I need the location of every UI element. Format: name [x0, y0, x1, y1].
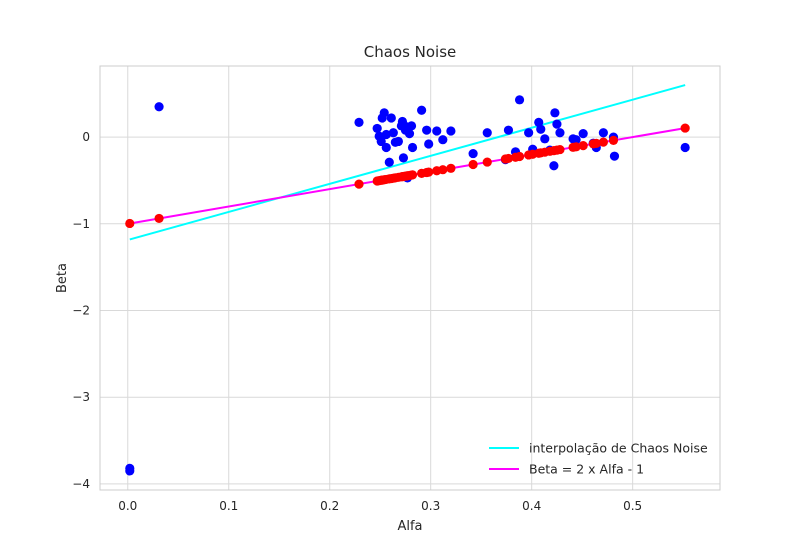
legend-label: interpolação de Chaos Noise — [529, 441, 708, 456]
plot-frame — [99, 65, 721, 491]
observed-point — [386, 113, 396, 123]
observed-point — [550, 108, 560, 118]
observed-point — [549, 161, 559, 171]
x-tick-label: 0.5 — [623, 499, 642, 513]
observed-point — [393, 136, 403, 147]
predicted-point — [446, 163, 456, 173]
predicted-point — [514, 151, 525, 162]
observed-point — [555, 128, 565, 138]
observed-point — [407, 142, 418, 153]
observed-point — [354, 117, 364, 127]
predicted-point — [407, 170, 418, 180]
observed-point — [154, 102, 164, 112]
observed-point — [578, 129, 588, 139]
x-tick-label: 0.4 — [522, 499, 541, 513]
observed-point — [598, 128, 608, 138]
observed-point — [125, 466, 135, 476]
y-tick-label: −4 — [72, 477, 90, 491]
observed-point — [609, 151, 620, 161]
x-tick-label: 0.0 — [118, 499, 137, 513]
observed-point — [536, 124, 546, 134]
predicted-point — [438, 165, 448, 175]
predicted-point — [354, 179, 364, 189]
observed-point — [381, 129, 391, 140]
observed-point — [422, 125, 432, 135]
observed-point — [514, 95, 525, 105]
observed-point — [468, 148, 478, 159]
observed-point — [424, 139, 434, 149]
predicted-point — [154, 213, 164, 224]
observed-point — [680, 142, 690, 153]
observed-point — [372, 123, 382, 134]
observed-point — [379, 108, 389, 118]
predicted-point — [555, 144, 565, 155]
y-tick-label: −3 — [72, 390, 90, 404]
predicted-point — [598, 137, 608, 147]
observed-point — [432, 126, 442, 136]
x-tick-label: 0.1 — [219, 499, 238, 513]
observed-point — [482, 128, 492, 138]
predicted-point — [591, 138, 601, 148]
observed-point — [571, 135, 581, 145]
y-tick-label: 0 — [82, 130, 90, 144]
legend: interpolação de Chaos Noise Beta = 2 x Al… — [489, 441, 708, 477]
observed-point — [534, 117, 544, 127]
observed-point — [524, 128, 534, 138]
observed-point — [503, 125, 514, 135]
predicted-point — [571, 142, 581, 152]
observed-point — [417, 105, 427, 115]
observed-point — [406, 121, 417, 131]
observed-point — [381, 142, 391, 153]
predicted-point — [482, 157, 492, 167]
observed-point — [552, 119, 562, 129]
series-points — [125, 95, 690, 476]
y-tick-label: −2 — [72, 304, 90, 318]
observed-point — [446, 126, 456, 136]
predicted-point — [608, 135, 619, 145]
observed-point — [398, 153, 409, 163]
y-tick-label: −1 — [72, 217, 90, 231]
series-line — [129, 84, 686, 241]
legend-label: Beta = 2 x Alfa - 1 — [529, 462, 644, 477]
predicted-point — [578, 140, 588, 151]
predicted-point — [424, 167, 434, 177]
observed-point — [384, 157, 394, 167]
tick-labels: 0.0 0.1 0.2 0.3 0.4 0.5 −4 −3 −2 −1 0 — [72, 130, 642, 513]
x-tick-label: 0.3 — [421, 499, 440, 513]
observed-point — [438, 135, 448, 145]
predicted-point — [680, 123, 690, 133]
predicted-point — [503, 153, 514, 164]
chart-title: Chaos Noise — [364, 43, 457, 61]
observed-point — [376, 136, 386, 147]
x-axis-label: Alfa — [397, 519, 422, 534]
y-axis-label: Beta — [55, 263, 70, 293]
observed-point — [388, 128, 398, 138]
observed-point — [404, 129, 415, 139]
predicted-point — [468, 159, 478, 170]
observed-point — [540, 134, 550, 144]
predicted-point — [125, 218, 135, 229]
x-tick-label: 0.2 — [320, 499, 339, 513]
